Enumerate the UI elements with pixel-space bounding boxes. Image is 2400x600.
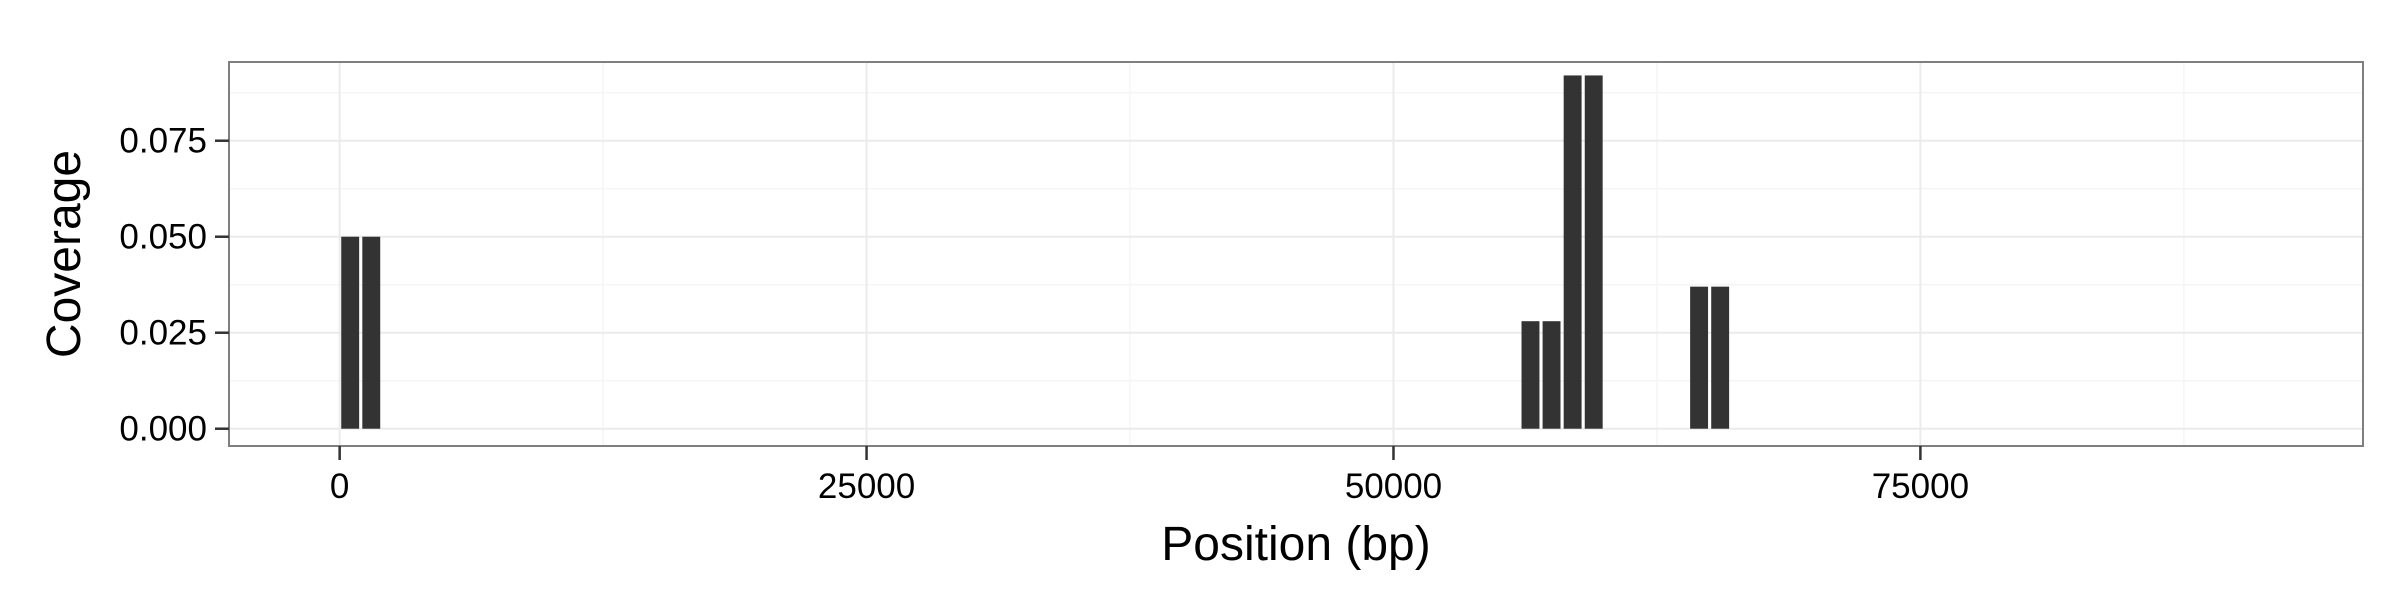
bar	[341, 237, 359, 429]
y-tick-label: 0.000	[119, 410, 207, 449]
panel-background	[229, 62, 2363, 446]
bar	[362, 237, 380, 429]
y-tick-label: 0.050	[119, 218, 207, 257]
bar	[1711, 287, 1729, 429]
bar	[1522, 321, 1540, 429]
x-axis-title: Position (bp)	[1161, 518, 1430, 571]
x-tick-label: 50000	[1345, 467, 1442, 506]
y-tick-label: 0.025	[119, 314, 207, 353]
bar	[1564, 75, 1582, 428]
y-axis-ticks: 0.000 0.025 0.050 0.075	[119, 122, 229, 449]
bar	[1690, 287, 1708, 429]
y-tick-label: 0.075	[119, 122, 207, 161]
x-tick-label: 25000	[818, 467, 915, 506]
bar	[1543, 321, 1561, 429]
bar	[1585, 75, 1603, 428]
x-tick-label: 75000	[1872, 467, 1969, 506]
x-axis-ticks: 0 25000 50000 75000	[330, 446, 1969, 506]
y-axis-title: Coverage	[38, 150, 91, 358]
x-tick-label: 0	[330, 467, 349, 506]
